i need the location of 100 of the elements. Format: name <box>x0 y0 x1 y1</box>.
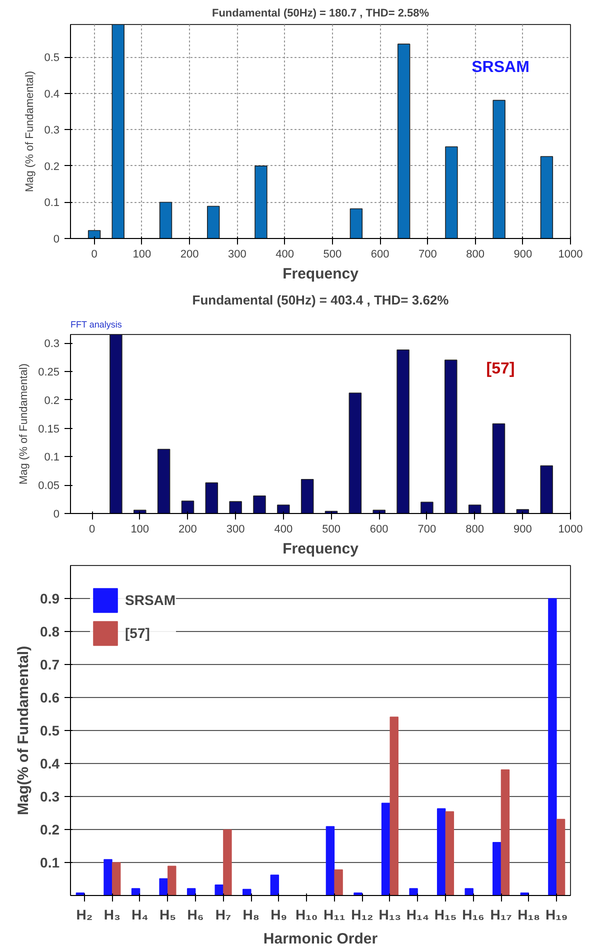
x-tick-label: 800 <box>466 524 484 536</box>
x-tick-label: 900 <box>514 248 532 260</box>
bar <box>168 866 176 896</box>
x-tick-label: 1000 <box>558 248 583 260</box>
y-tick-label: 0.25 <box>38 366 60 378</box>
annotation: SRSAM <box>472 58 530 76</box>
x-tick-label: 0 <box>91 248 98 260</box>
bar <box>104 859 112 896</box>
x-tick-label: H₁₂ <box>351 906 374 922</box>
bar <box>277 504 290 514</box>
x-tick-label: H₅ <box>159 906 176 922</box>
bar <box>229 501 242 514</box>
x-tick-label: 300 <box>228 248 246 260</box>
y-tick-label: 0.2 <box>40 822 60 838</box>
bar <box>548 598 557 896</box>
y-tick-label: 0.9 <box>40 590 60 606</box>
y-tick-label: 0.1 <box>40 854 60 870</box>
bar <box>334 869 343 896</box>
y-tick-label: 0 <box>53 508 60 520</box>
x-tick-label: H₉ <box>270 906 288 922</box>
x-tick-label: H₁₉ <box>546 906 568 922</box>
x-tick-label: 600 <box>370 524 388 536</box>
x-tick-label: 300 <box>226 524 245 536</box>
x-axis-title: Frequency <box>282 266 360 282</box>
y-tick-label: 0.2 <box>44 394 60 407</box>
y-axis-title: Mag (% of Fundamental) <box>18 363 30 485</box>
x-tick-label: H₁₃ <box>378 906 402 922</box>
x-tick-label: H₁₈ <box>518 906 540 922</box>
bar <box>110 334 122 514</box>
bar <box>207 206 220 238</box>
text: FFT analysis <box>70 320 122 330</box>
bar <box>254 166 268 238</box>
y-tick-label: 0.05 <box>38 480 60 492</box>
y-tick-label: 0.6 <box>40 690 60 706</box>
x-tick-label: 1000 <box>558 524 583 536</box>
legend-label: SRSAM <box>125 592 176 608</box>
x-tick-label: 200 <box>178 524 197 536</box>
y-tick-label: 0.4 <box>44 88 60 100</box>
bar <box>420 502 434 514</box>
x-tick-label: 500 <box>323 248 342 260</box>
bar <box>409 888 418 896</box>
bar <box>436 808 446 896</box>
bar <box>381 802 390 896</box>
y-tick-label: 0.3 <box>44 338 60 350</box>
bar <box>133 510 146 514</box>
chart-title: Fundamental (50Hz) = 403.4 , THD= 3.62% <box>192 292 450 308</box>
bar <box>326 826 335 896</box>
bar <box>540 156 554 238</box>
bar <box>500 769 510 896</box>
y-tick-label: 0.5 <box>40 722 60 738</box>
y-tick-label: 0.3 <box>40 788 60 804</box>
bar <box>159 878 168 896</box>
x-tick-label: 200 <box>180 248 199 260</box>
bar <box>390 716 398 896</box>
bar <box>445 146 458 238</box>
x-tick-label: H₂ <box>76 906 93 922</box>
bar <box>223 829 232 896</box>
bar <box>396 349 410 514</box>
y-tick-label: 0.7 <box>40 656 60 672</box>
bar <box>300 479 314 514</box>
bar <box>445 811 454 896</box>
y-axis-title: Mag(% of Fundamental) <box>15 646 32 816</box>
bar <box>372 510 386 514</box>
bar <box>205 482 218 514</box>
bar <box>464 888 474 896</box>
y-tick-label: 0.1 <box>44 452 60 464</box>
x-axis-title: Harmonic Order <box>263 930 378 948</box>
bar <box>540 465 553 514</box>
x-tick-label: 0 <box>88 524 96 536</box>
y-tick-label: 0.1 <box>44 197 60 210</box>
x-tick-label: 400 <box>274 524 293 536</box>
bar <box>186 888 196 896</box>
bar <box>181 500 194 514</box>
bar <box>112 862 121 896</box>
x-tick-label: 100 <box>130 524 150 536</box>
bar <box>270 874 280 896</box>
bar <box>159 202 172 238</box>
x-tick-label: H₆ <box>187 906 204 922</box>
x-tick-label: H₁₄ <box>406 906 430 922</box>
x-tick-label: 600 <box>370 248 390 260</box>
x-tick-label: 500 <box>322 524 340 536</box>
x-tick-label: 700 <box>418 524 436 536</box>
y-tick-label: 0.4 <box>40 756 60 772</box>
bar <box>492 423 506 514</box>
x-tick-label: H₃ <box>104 906 120 922</box>
bar <box>492 100 506 238</box>
bar <box>348 392 362 514</box>
x-tick-label: 900 <box>513 524 532 536</box>
x-tick-label: H₄ <box>132 906 148 922</box>
y-tick-label: 0.3 <box>44 124 60 137</box>
bar <box>88 230 101 238</box>
y-tick-label: 0.8 <box>40 624 60 640</box>
y-tick-label: 0.5 <box>44 52 60 64</box>
x-tick-label: H₇ <box>215 906 232 922</box>
bar <box>397 44 410 238</box>
bar <box>131 888 140 896</box>
bar <box>444 360 458 514</box>
y-tick-label: 0.15 <box>38 423 60 436</box>
x-tick-label: 100 <box>132 248 152 260</box>
bar <box>253 495 266 514</box>
